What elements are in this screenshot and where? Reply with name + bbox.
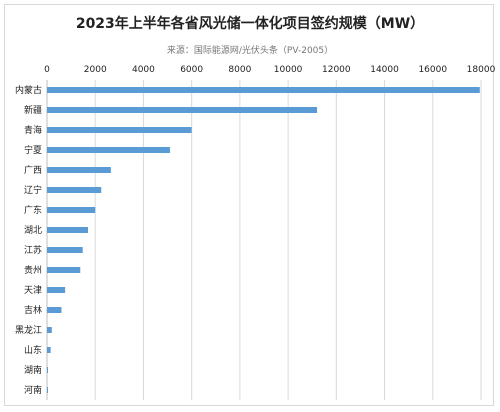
gridlines [46,80,482,400]
category-label: 黑龙江 [15,324,42,336]
bar [47,207,96,213]
x-tick-labels: 0 2000 4000 6000 8000 10000 12000 14000 16000 180… [44,65,495,75]
category-label: 广东 [24,204,42,216]
x-tick-label: 0 [44,65,50,75]
bar [47,127,192,133]
bars [47,87,480,393]
category-label: 天津 [24,285,42,296]
bar [47,227,88,233]
category-label: 青海 [24,124,42,136]
bar [47,187,102,193]
category-label: 贵州 [24,264,42,276]
category-label: 河南 [24,384,42,396]
category-label: 辽宁 [24,184,42,196]
x-tick-label: 14000 [370,65,399,75]
bar [47,307,62,313]
x-tick-label: 6000 [180,65,203,75]
category-label: 山东 [24,344,42,356]
bar [47,247,83,253]
bar [47,87,480,93]
bar [47,167,111,173]
category-label: 湖北 [24,225,42,236]
x-tick-label: 8000 [228,65,251,75]
bar [47,107,318,113]
category-label: 新疆 [24,104,42,116]
bar [47,287,66,293]
category-label: 宁夏 [24,144,42,156]
chart-subtitle: 来源：国际能源网/光伏头条（PV-2005） [166,46,334,56]
bar [47,327,52,333]
x-tick-label: 4000 [132,65,155,75]
bar [47,367,48,373]
bar [47,347,51,353]
bar [47,387,48,393]
chart-frame: 2023年上半年各省风光储一体化项目签约规模（MW） 来源：国际能源网/光伏头条… [4,4,494,406]
bar [47,147,170,153]
category-label: 江苏 [24,244,42,256]
x-tick-label: 16000 [418,65,447,75]
category-label: 湖南 [24,364,42,376]
x-tick-label: 12000 [322,65,351,75]
category-label: 吉林 [24,304,42,316]
x-tick-label: 18000 [467,65,496,75]
bar [47,267,81,273]
x-tick-label: 10000 [274,65,303,75]
category-label: 广西 [24,164,42,176]
chart-title: 2023年上半年各省风光储一体化项目签约规模（MW） [75,16,425,32]
category-label: 内蒙古 [15,84,42,96]
x-tick-label: 2000 [84,65,107,75]
